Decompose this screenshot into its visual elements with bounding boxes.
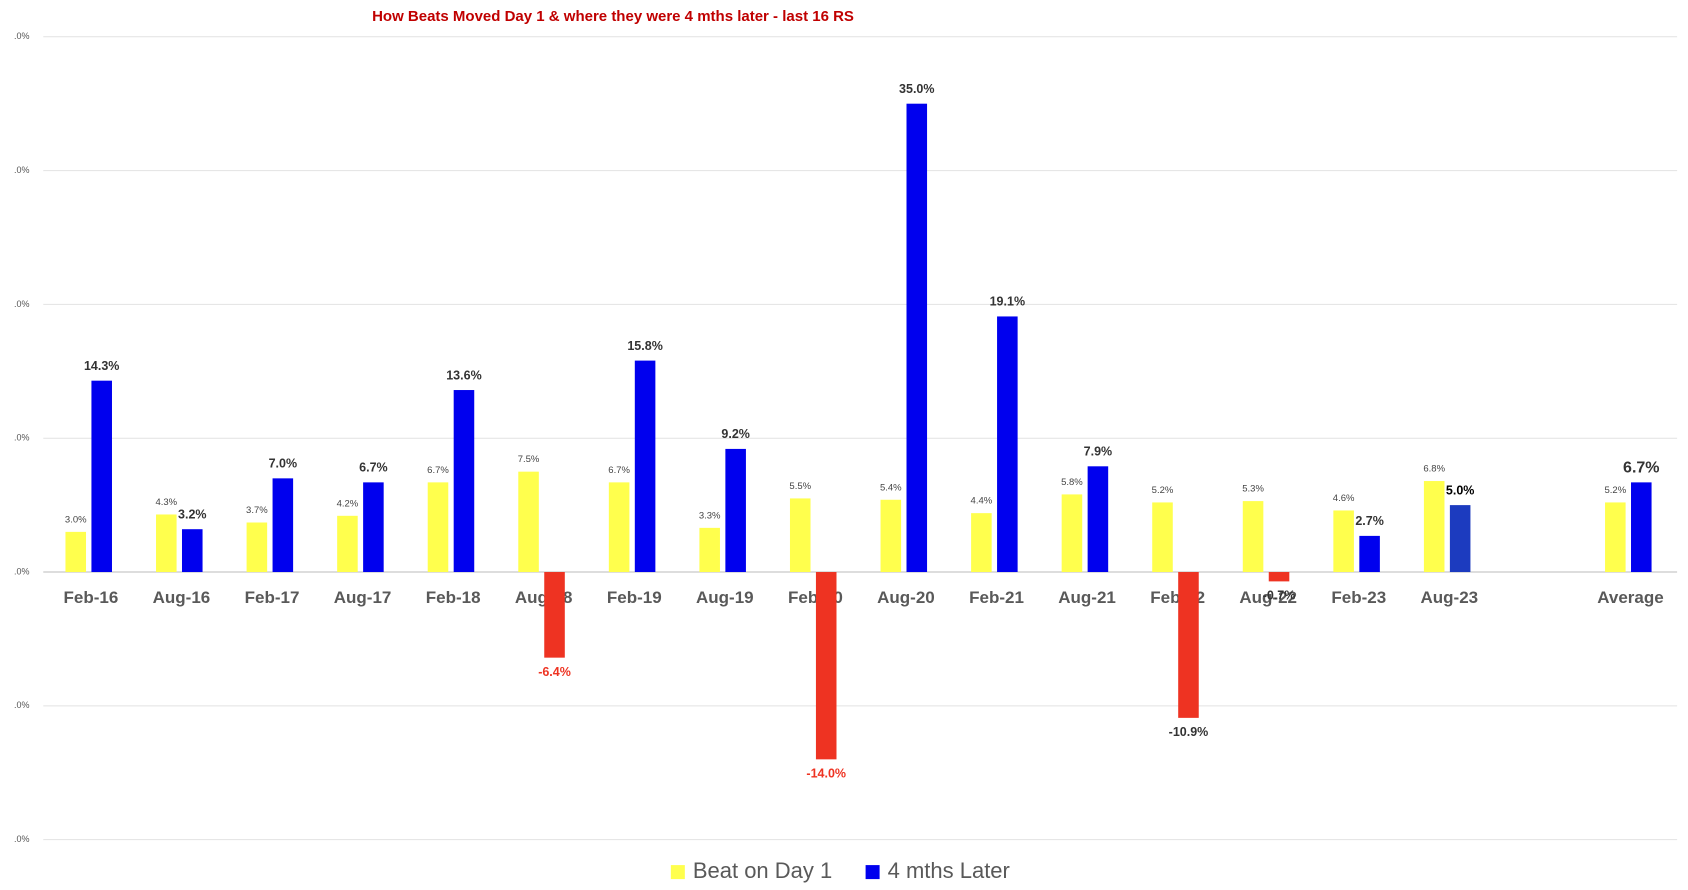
y-tick-label: .0% [14,700,30,710]
x-tick-label: Aug-23 [1421,588,1479,607]
x-tick-label: Aug-17 [334,588,392,607]
bar [634,360,656,573]
bar [1333,510,1354,573]
bar [246,522,268,573]
data-label: 5.5% [789,481,811,492]
data-label: 5.2% [1152,485,1174,496]
legend-label: 4 mths Later [888,858,1010,883]
bar [1178,572,1199,718]
data-label: -0.7% [1263,589,1296,603]
bar [997,316,1018,573]
x-tick-label: Feb-18 [426,588,481,607]
bar [1631,482,1652,573]
bar [272,478,294,573]
data-label: 3.0% [65,514,87,525]
bar [1605,502,1626,573]
bar [815,572,837,760]
y-tick-label: .0% [14,834,30,844]
data-label: 5.3% [1242,484,1264,495]
data-label: 3.2% [178,507,207,521]
data-label: 5.2% [1604,485,1626,496]
bar [181,529,203,573]
bar [1087,466,1109,573]
bar [337,515,358,573]
data-label: -14.0% [806,767,846,781]
data-label: -10.9% [1169,725,1209,739]
bar [1423,481,1445,573]
data-label: 13.6% [446,368,481,382]
y-tick-label: .0% [14,433,30,443]
x-tick-label: Feb-19 [607,588,662,607]
legend-label: Beat on Day 1 [693,858,832,883]
bar [453,390,475,573]
bar [427,482,449,573]
bar [1449,505,1471,573]
bar [1061,494,1083,573]
x-tick-label: Aug-16 [153,588,211,607]
x-tick-label: Feb-21 [969,588,1024,607]
data-label: 15.8% [627,339,662,353]
data-label: 35.0% [899,82,934,96]
data-label: 4.4% [971,496,993,507]
x-tick-label: Aug-19 [696,588,754,607]
data-label: 2.7% [1355,514,1384,528]
bar [880,499,902,573]
bar [789,498,811,573]
data-label: 5.0% [1446,483,1475,497]
data-label: 5.8% [1061,477,1083,488]
bar [1242,501,1264,573]
x-tick-label: Aug-21 [1058,588,1116,607]
y-tick-label: .0% [14,31,30,41]
bar [699,527,720,573]
data-label: 4.6% [1333,493,1355,504]
data-label: 6.7% [608,465,630,476]
y-tick-label: .0% [14,566,30,576]
data-label: 14.3% [84,359,119,373]
data-label: 3.3% [699,510,721,521]
bar [725,448,746,573]
data-label: 7.0% [269,457,298,471]
data-label: 7.9% [1084,445,1113,459]
x-tick-label: Feb-17 [245,588,300,607]
bar [608,482,630,573]
data-label: 6.7% [1623,460,1659,477]
legend-swatch [865,865,880,880]
x-tick-label: Aug-20 [877,588,935,607]
bar [1152,502,1173,573]
data-label: 5.4% [880,482,902,493]
data-label: -6.4% [538,665,571,679]
x-tick-label: Feb-16 [63,588,118,607]
x-tick-label: Aug-22 [1239,588,1297,607]
bar [363,482,384,573]
x-tick-label: Average [1597,588,1663,607]
data-label: 6.7% [359,461,388,475]
bar [91,380,112,573]
bar [518,471,539,573]
bar [906,103,928,573]
bar [65,531,87,573]
data-label: 4.3% [155,497,177,508]
legend-swatch [670,865,685,880]
bar [156,514,177,573]
y-tick-label: .0% [14,165,30,175]
bar [1359,535,1380,573]
bar [544,572,565,658]
x-tick-label: Feb-23 [1331,588,1386,607]
data-label: 6.8% [1423,464,1445,475]
data-label: 7.5% [518,454,540,465]
bar [971,513,992,573]
bar [1268,572,1290,582]
data-label: 9.2% [721,427,750,441]
data-label: 3.7% [246,505,268,516]
chart-title: How Beats Moved Day 1 & where they were … [372,8,854,25]
data-label: 19.1% [990,295,1025,309]
y-tick-label: .0% [14,299,30,309]
data-label: 6.7% [427,465,449,476]
data-label: 4.2% [337,498,359,509]
